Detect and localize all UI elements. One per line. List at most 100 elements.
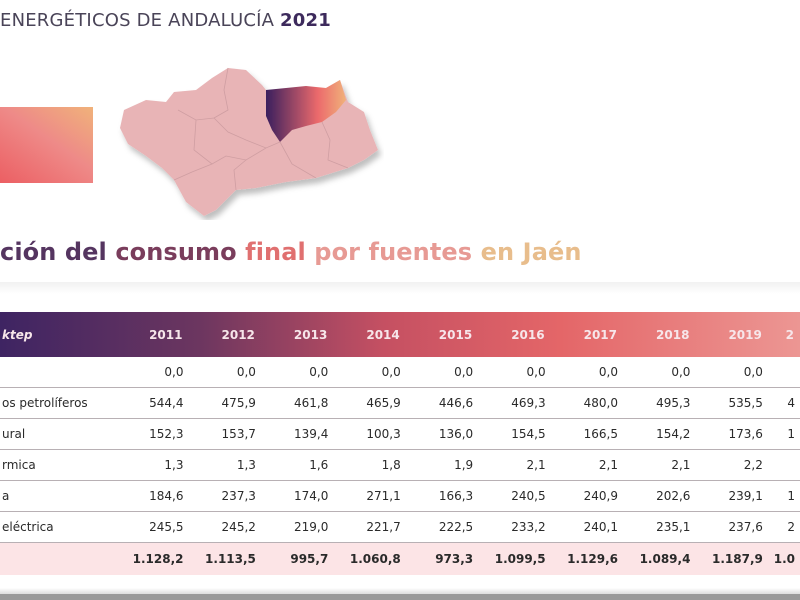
cell-value: 240,9	[550, 480, 624, 512]
consumption-table: ktep 2011 2012 2013 2014 2015 2016 2017 …	[0, 312, 800, 575]
cell-value: 461,8	[260, 387, 334, 419]
row-label: rmica	[0, 449, 117, 481]
cell-value: 0,0	[405, 357, 479, 388]
cell-value: 469,3	[478, 387, 551, 419]
cell-value: 1	[767, 418, 800, 450]
cell-value: 1	[767, 480, 800, 512]
column-header-year: 2013	[293, 327, 328, 342]
cell-value: 0,0	[260, 357, 334, 388]
cell-value: 544,4	[116, 387, 189, 419]
cell-value: 221,7	[333, 511, 406, 543]
cell-value: 152,3	[116, 418, 189, 450]
table-header-row: ktep 2011 2012 2013 2014 2015 2016 2017 …	[0, 312, 800, 357]
header-title-text: ENERGÉTICOS DE ANDALUCÍA	[0, 10, 275, 31]
table-body: 0,0 0,0 0,0 0,0 0,0 0,0 0,0 0,0 0,0 os petrolífer…	[0, 357, 800, 575]
page-header-title: ENERGÉTICOS DE ANDALUCÍA 2021	[0, 10, 331, 31]
cell-value: 0,0	[188, 357, 261, 388]
cell-value: 1,6	[260, 449, 334, 481]
cell-value: 1.129,6	[550, 542, 624, 575]
cell-value	[767, 449, 800, 481]
row-label	[0, 542, 117, 575]
cell-value: 2,1	[623, 449, 696, 481]
column-header-year: 2018	[656, 327, 690, 342]
row-label: a	[0, 480, 117, 512]
cell-value: 154,5	[478, 418, 551, 450]
column-header-unit: ktep	[2, 327, 33, 342]
column-header-year: 2019	[728, 327, 762, 342]
cell-value	[767, 357, 800, 388]
cell-value: 475,9	[188, 387, 261, 419]
consumption-table-container: ktep 2011 2012 2013 2014 2015 2016 2017 …	[0, 312, 800, 575]
cell-value: 1.089,4	[623, 542, 696, 575]
cell-value: 973,3	[405, 542, 479, 575]
cell-value: 0,0	[623, 357, 696, 388]
column-header-year: 2015	[438, 327, 473, 342]
table-row: os petrolíferos 544,4 475,9 461,8 465,9 446,6…	[0, 387, 800, 419]
cell-value: 239,1	[695, 480, 768, 512]
cell-value: 1,3	[116, 449, 189, 481]
cell-value: 995,7	[260, 542, 334, 575]
cell-value: 2,2	[695, 449, 768, 481]
section-title: ción del consumo final por fuentes en Ja…	[0, 238, 582, 266]
cell-value: 166,3	[405, 480, 479, 512]
table-row: a 184,6 237,3 174,0 271,1 166,3 240,5 240,9 202,…	[0, 480, 800, 512]
cell-value: 202,6	[623, 480, 696, 512]
cell-value: 174,0	[260, 480, 334, 512]
cell-value: 535,5	[695, 387, 768, 419]
province-borders	[173, 67, 349, 191]
province-jaen	[266, 80, 346, 142]
cell-value: 173,6	[695, 418, 768, 450]
section-divider-shadow	[0, 282, 800, 294]
cell-value: 1.060,8	[333, 542, 406, 575]
cell-value: 480,0	[550, 387, 624, 419]
cell-value: 271,1	[333, 480, 406, 512]
cell-value: 4	[767, 387, 800, 419]
cell-value: 100,3	[333, 418, 406, 450]
cell-value: 1.099,5	[478, 542, 551, 575]
cell-value: 219,0	[260, 511, 334, 543]
cell-value: 235,1	[623, 511, 696, 543]
cell-value: 2,1	[550, 449, 624, 481]
table-row: 0,0 0,0 0,0 0,0 0,0 0,0 0,0 0,0 0,0	[0, 357, 800, 388]
header-title-year: 2021	[280, 10, 331, 31]
cell-value: 446,6	[405, 387, 479, 419]
cell-value: 237,6	[695, 511, 768, 543]
cell-value: 0,0	[550, 357, 624, 388]
cell-value: 0,0	[333, 357, 406, 388]
row-label	[0, 357, 117, 388]
cell-value: 237,3	[188, 480, 261, 512]
cell-value: 1,8	[333, 449, 406, 481]
cell-value: 1,9	[405, 449, 479, 481]
cell-value: 1,3	[188, 449, 261, 481]
map-provinces	[120, 67, 378, 216]
column-header-year: 2016	[511, 327, 545, 342]
andalucia-map	[120, 67, 378, 216]
section-title-part-3: final	[245, 238, 315, 266]
bottom-border-bar	[0, 594, 800, 600]
cell-value: 1.128,2	[116, 542, 189, 575]
legend-color-swatch	[0, 107, 93, 183]
table-row: ural 152,3 153,7 139,4 100,3 136,0 154,5 166,5 1…	[0, 418, 800, 450]
section-title-part-1: ción del	[0, 238, 116, 266]
row-label: os petrolíferos	[0, 387, 117, 419]
cell-value: 495,3	[623, 387, 696, 419]
cell-value: 1.0	[767, 542, 800, 575]
bottom-shadow	[0, 588, 800, 594]
cell-value: 233,2	[478, 511, 551, 543]
section-title-part-4: por fuentes	[314, 238, 481, 266]
section-title-part-2: consumo	[115, 238, 246, 266]
cell-value: 2,1	[478, 449, 551, 481]
row-label: ural	[0, 418, 117, 450]
column-header-year: 2017	[583, 327, 618, 342]
cell-value: 136,0	[405, 418, 479, 450]
cell-value: 2	[767, 511, 800, 543]
cell-value: 245,5	[116, 511, 189, 543]
table-row: eléctrica 245,5 245,2 219,0 221,7 222,5 233,2 2…	[0, 511, 800, 543]
table-row: rmica 1,3 1,3 1,6 1,8 1,9 2,1 2,1 2,1 2,2	[0, 449, 800, 481]
cell-value: 465,9	[333, 387, 406, 419]
cell-value: 0,0	[478, 357, 551, 388]
cell-value: 240,1	[550, 511, 624, 543]
column-header-year: 2011	[149, 327, 183, 342]
row-label: eléctrica	[0, 511, 117, 543]
cell-value: 0,0	[116, 357, 189, 388]
